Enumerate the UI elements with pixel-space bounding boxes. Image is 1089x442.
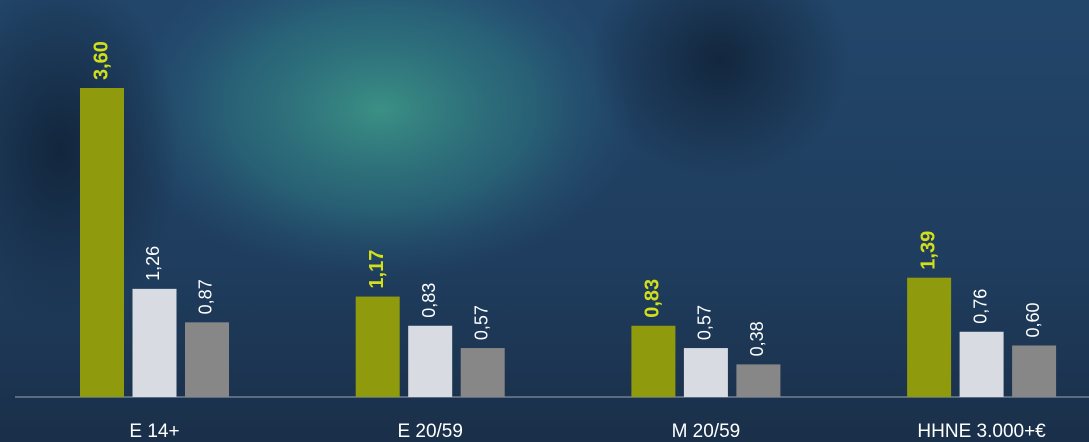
value-label: 0,83 bbox=[642, 279, 664, 318]
bar bbox=[907, 278, 951, 397]
bar bbox=[133, 289, 177, 397]
value-label: 0,38 bbox=[747, 321, 767, 356]
x-tick-label: HHNE 3.000+€ bbox=[917, 421, 1046, 442]
bar bbox=[1012, 346, 1056, 398]
bar bbox=[960, 332, 1004, 397]
value-label: 0,57 bbox=[695, 305, 715, 340]
x-tick-label: E 20/59 bbox=[397, 421, 463, 442]
bar bbox=[631, 326, 675, 397]
value-label: 1,39 bbox=[917, 231, 939, 270]
bar bbox=[408, 326, 452, 397]
bar bbox=[80, 88, 124, 397]
bar bbox=[736, 364, 780, 397]
value-label: 0,76 bbox=[970, 289, 990, 324]
value-label: 0,60 bbox=[1023, 302, 1043, 337]
value-label: 0,87 bbox=[196, 279, 216, 314]
value-label: 1,26 bbox=[143, 246, 163, 281]
x-tick-label: M 20/59 bbox=[672, 421, 741, 442]
bar bbox=[684, 348, 728, 397]
bar bbox=[185, 322, 229, 397]
value-label: 1,17 bbox=[366, 250, 388, 289]
value-label: 3,60 bbox=[90, 41, 112, 80]
value-label: 0,57 bbox=[471, 305, 491, 340]
chart: 3,60 1,26 0,87 E 14+ 1,17 0,83 0,57 E 20/59 0,83… bbox=[0, 0, 1089, 442]
x-tick-label: E 14+ bbox=[129, 421, 179, 442]
bar bbox=[356, 297, 400, 397]
value-label: 0,83 bbox=[419, 283, 439, 318]
bar bbox=[461, 348, 505, 397]
